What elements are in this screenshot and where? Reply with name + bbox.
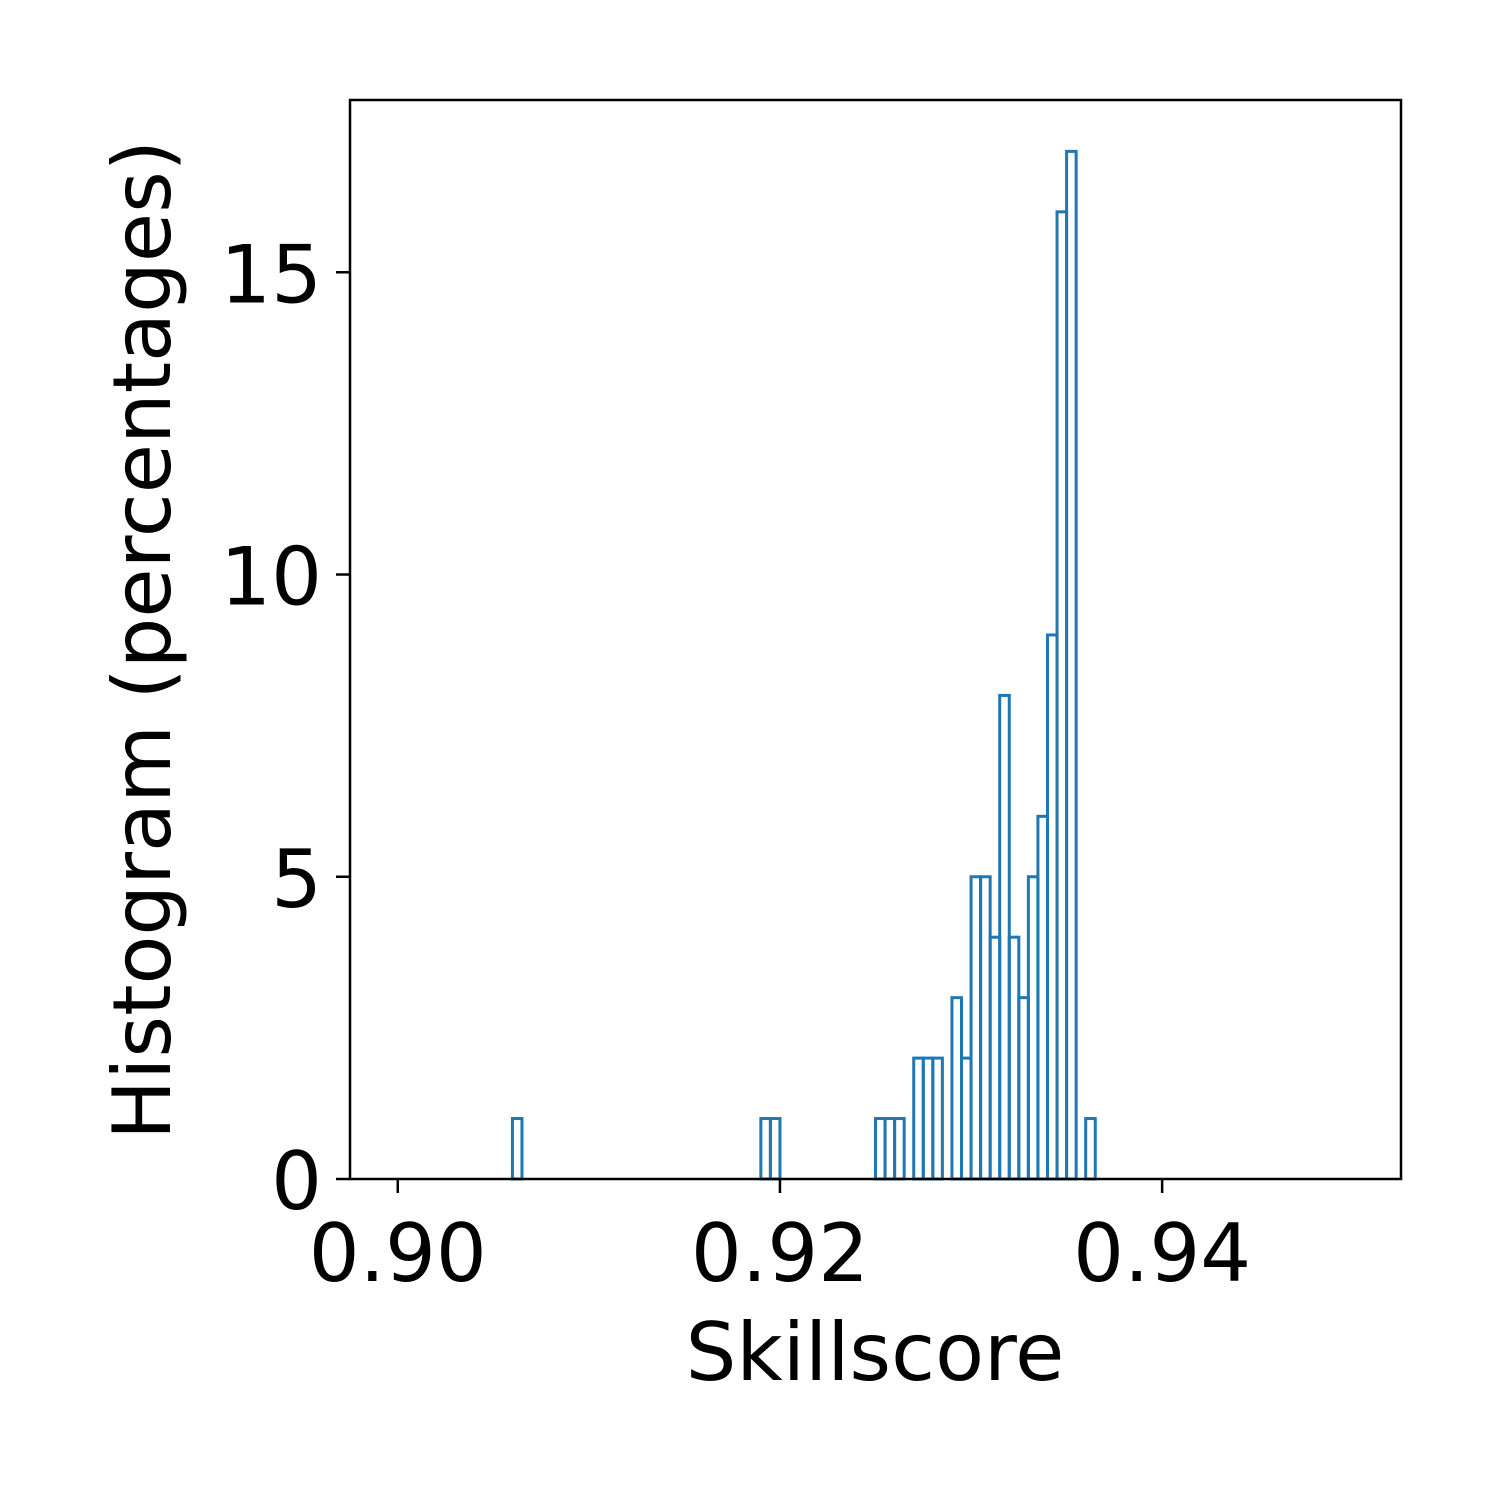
y-axis-ticks: 0 5 10 15 [220,228,350,1228]
y-tick-label: 0 [271,1135,322,1228]
x-tick-label: 0.94 [1073,1207,1251,1300]
x-tick-label: 0.90 [309,1207,487,1300]
x-axis-label: Skillscore [686,1306,1065,1399]
y-tick-label: 5 [271,833,322,926]
plot-frame [348,98,1403,1181]
y-axis-label: Histogram (percentages) [96,140,189,1140]
x-axis-ticks: 0.90 0.92 0.94 [309,1179,1251,1300]
y-tick-label: 15 [220,228,322,321]
y-tick-label: 10 [220,531,322,624]
x-tick-label: 0.92 [691,1207,869,1300]
